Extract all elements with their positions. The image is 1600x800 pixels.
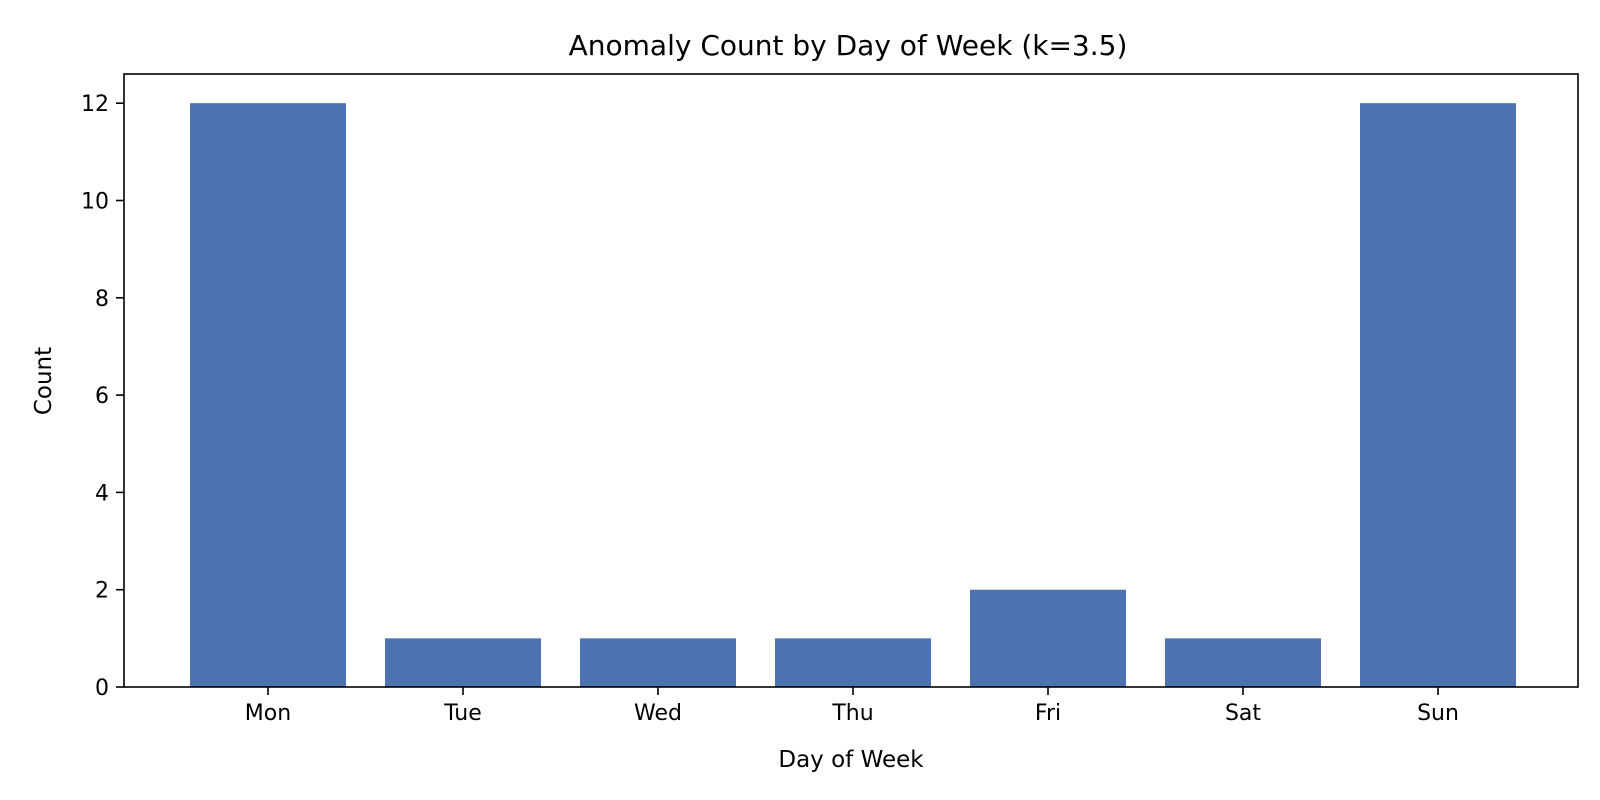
y-tick-label-10: 10 [81,189,109,214]
x-axis: Mon Tue Wed Thu Fri Sat Sun [245,687,1459,726]
x-tick-label-tue: Tue [443,701,482,726]
x-tick-label-fri: Fri [1035,701,1061,726]
bar-sat [1165,638,1321,687]
x-tick-label-sat: Sat [1225,701,1261,726]
y-axis-label: Count [31,347,57,415]
plot-frame [123,73,1579,688]
bar-tue [385,638,541,687]
y-tick-label-8: 8 [95,287,109,312]
y-axis: 0 2 4 6 8 10 12 [81,92,124,701]
x-tick-label-wed: Wed [634,701,682,726]
x-axis-label: Day of Week [778,747,924,773]
bar-thu [775,638,931,687]
bar-sun [1360,103,1516,687]
y-tick-label-0: 0 [95,676,109,701]
x-tick-label-mon: Mon [245,701,291,726]
chart-title: Anomaly Count by Day of Week (k=3.5) [569,29,1128,62]
bar-mon [190,103,346,687]
bar-fri [970,589,1126,687]
y-tick-label-6: 6 [95,384,109,409]
bar-wed [580,638,736,687]
y-tick-label-12: 12 [81,92,109,117]
x-tick-label-sun: Sun [1417,701,1459,726]
x-tick-label-thu: Thu [831,701,873,726]
y-tick-label-2: 2 [95,579,109,604]
y-tick-label-4: 4 [95,481,109,506]
bars-layer [190,103,1516,687]
